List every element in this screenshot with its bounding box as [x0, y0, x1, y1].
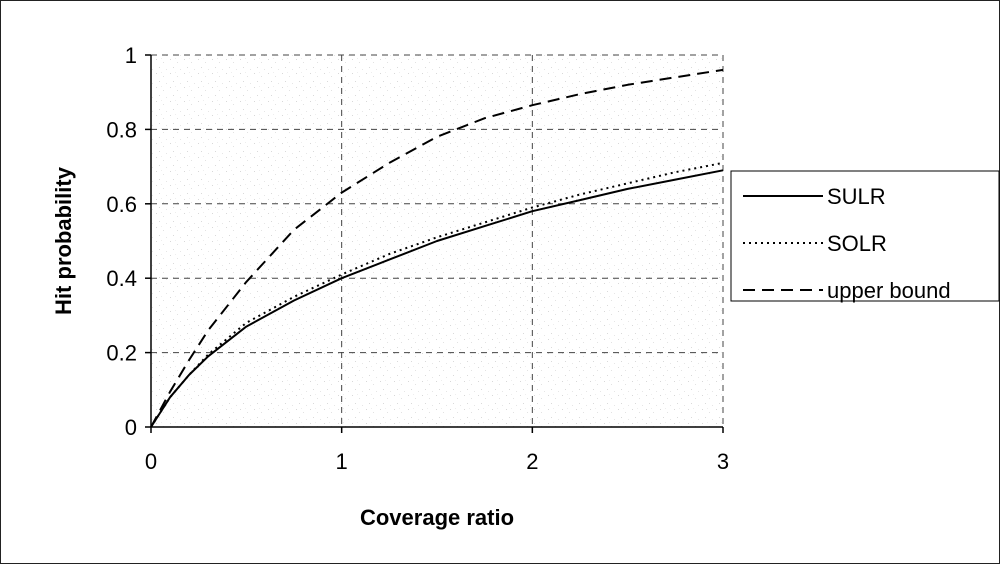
series-line-solr — [150, 161, 724, 428]
y-axis-title: Hit probability — [51, 166, 76, 315]
y-tick-label-2: 0.4 — [106, 266, 137, 291]
y-tick-labels: 0 0.2 0.4 0.6 0.8 1 — [106, 43, 137, 440]
x-tick-label-2: 2 — [526, 449, 538, 474]
legend-label-upper-bound: upper bound — [827, 278, 951, 303]
series-line-upper-bound — [150, 68, 724, 428]
legend-label-solr: SOLR — [827, 231, 887, 256]
y-tick-label-0: 0 — [125, 415, 137, 440]
y-tick-label-3: 0.6 — [106, 192, 137, 217]
x-tick-label-0: 0 — [145, 449, 157, 474]
x-tick-labels: 0 1 2 3 — [145, 449, 729, 474]
x-tick-label-1: 1 — [336, 449, 348, 474]
legend-label-sulr: SULR — [827, 184, 886, 209]
axes — [145, 54, 724, 433]
gridlines — [151, 54, 724, 427]
legend-box — [730, 170, 1000, 302]
x-axis-title: Coverage ratio — [360, 505, 514, 530]
y-tick-label-5: 1 — [125, 43, 137, 68]
legend: SULR SOLR upper bound — [730, 170, 1000, 303]
y-tick-label-4: 0.8 — [106, 117, 137, 142]
x-tick-label-3: 3 — [717, 449, 729, 474]
series-lines — [150, 68, 724, 428]
legend-items: SULR SOLR upper bound — [743, 184, 951, 303]
y-tick-label-1: 0.2 — [106, 341, 137, 366]
